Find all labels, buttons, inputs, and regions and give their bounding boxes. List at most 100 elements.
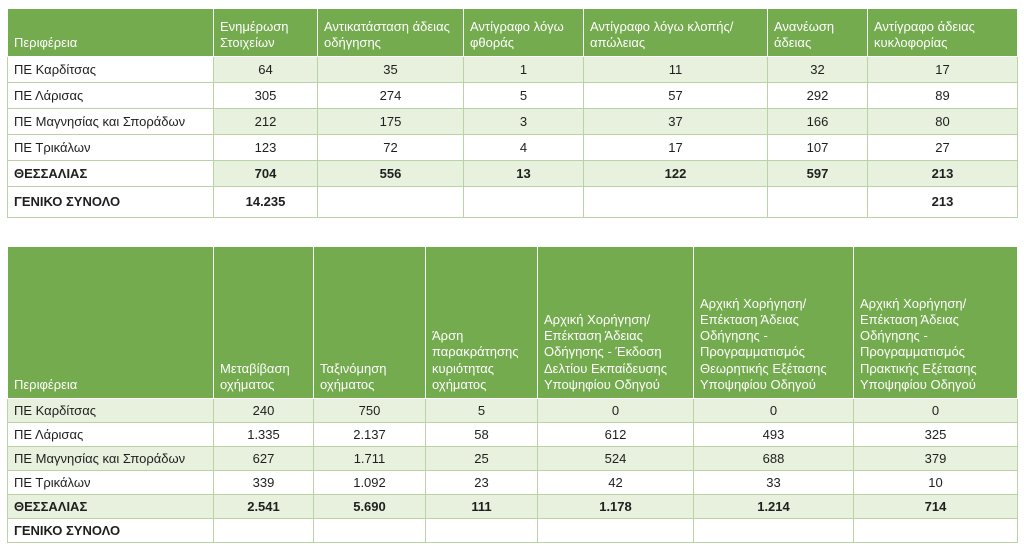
value-cell bbox=[463, 186, 584, 218]
value-cell: 274 bbox=[317, 82, 464, 109]
value-cell: 2.541 bbox=[213, 494, 314, 519]
region-cell: ΓΕΝΙΚΟ ΣΥΝΟΛΟ bbox=[7, 518, 214, 543]
value-cell: 714 bbox=[853, 494, 1018, 519]
column-header: Μεταβίβαση οχήματος bbox=[213, 246, 314, 399]
region-cell: ΠΕ Καρδίτσας bbox=[7, 398, 214, 423]
value-cell: 25 bbox=[425, 446, 538, 471]
value-cell: 1.335 bbox=[213, 422, 314, 447]
value-cell: 339 bbox=[213, 470, 314, 495]
value-cell bbox=[317, 186, 464, 218]
vehicle-and-driving-exam-table: Περιφέρεια Μεταβίβαση οχήματος Ταξινόμηση … bbox=[7, 246, 1018, 543]
region-column-header: Περιφέρεια bbox=[7, 8, 214, 57]
header-row: Περιφέρεια Μεταβίβαση οχήματος Ταξινόμηση … bbox=[7, 246, 1018, 399]
table-row: ΓΕΝΙΚΟ ΣΥΝΟΛΟ 14.235 213 bbox=[7, 186, 1018, 218]
value-cell: 5 bbox=[463, 82, 584, 109]
value-cell: 57 bbox=[583, 82, 768, 109]
value-cell: 212 bbox=[213, 108, 318, 135]
value-cell: 2.137 bbox=[313, 422, 426, 447]
value-cell: 556 bbox=[317, 160, 464, 187]
region-cell: ΠΕ Τρικάλων bbox=[7, 470, 214, 495]
value-cell: 750 bbox=[313, 398, 426, 423]
value-cell bbox=[213, 518, 314, 543]
column-header: Αντικατάσταση άδειας οδήγησης bbox=[317, 8, 464, 57]
region-cell: ΘΕΣΣΑΛΙΑΣ bbox=[7, 494, 214, 519]
value-cell: 37 bbox=[583, 108, 768, 135]
value-cell bbox=[313, 518, 426, 543]
value-cell: 305 bbox=[213, 82, 318, 109]
table-row: ΠΕ Μαγνησίας και Σποράδων 212 175 3 37 166 80 bbox=[7, 108, 1018, 135]
value-cell: 42 bbox=[537, 470, 694, 495]
value-cell bbox=[425, 518, 538, 543]
column-header: Άρση παρακράτησης κυριότητας οχήματος bbox=[425, 246, 538, 399]
value-cell: 33 bbox=[693, 470, 854, 495]
license-transactions-table: Περιφέρεια Ενημέρωση Στοιχείων Αντικατάστα… bbox=[7, 8, 1018, 218]
value-cell: 627 bbox=[213, 446, 314, 471]
column-header: Αντίγραφο λόγω κλοπής/απώλειας bbox=[583, 8, 768, 57]
column-header: Αρχική Χορήγηση/Επέκταση Άδειας Οδήγησης… bbox=[853, 246, 1018, 399]
value-cell: 0 bbox=[853, 398, 1018, 423]
value-cell: 704 bbox=[213, 160, 318, 187]
value-cell: 1.092 bbox=[313, 470, 426, 495]
region-column-header: Περιφέρεια bbox=[7, 246, 214, 399]
value-cell: 111 bbox=[425, 494, 538, 519]
value-cell: 1 bbox=[463, 56, 584, 83]
value-cell: 11 bbox=[583, 56, 768, 83]
value-cell: 240 bbox=[213, 398, 314, 423]
value-cell: 1.178 bbox=[537, 494, 694, 519]
value-cell: 4 bbox=[463, 134, 584, 161]
table-row: ΠΕ Μαγνησίας και Σποράδων 627 1.711 25 524 68… bbox=[7, 446, 1018, 471]
value-cell: 612 bbox=[537, 422, 694, 447]
value-cell: 58 bbox=[425, 422, 538, 447]
table-row: ΠΕ Λάρισας 1.335 2.137 58 612 493 325 bbox=[7, 422, 1018, 447]
column-header: Ανανέωση άδειας bbox=[767, 8, 868, 57]
region-cell: ΠΕ Μαγνησίας και Σποράδων bbox=[7, 446, 214, 471]
value-cell: 10 bbox=[853, 470, 1018, 495]
value-cell: 72 bbox=[317, 134, 464, 161]
value-cell: 1.711 bbox=[313, 446, 426, 471]
value-cell: 3 bbox=[463, 108, 584, 135]
table-row: ΠΕ Λάρισας 305 274 5 57 292 89 bbox=[7, 82, 1018, 109]
value-cell: 14.235 bbox=[213, 186, 318, 218]
region-cell: ΠΕ Λάρισας bbox=[7, 82, 214, 109]
value-cell bbox=[853, 518, 1018, 543]
column-header: Ενημέρωση Στοιχείων bbox=[213, 8, 318, 57]
region-cell: ΓΕΝΙΚΟ ΣΥΝΟΛΟ bbox=[7, 186, 214, 218]
region-cell: ΘΕΣΣΑΛΙΑΣ bbox=[7, 160, 214, 187]
region-cell: ΠΕ Καρδίτσας bbox=[7, 56, 214, 83]
table-row: ΠΕ Τρικάλων 123 72 4 17 107 27 bbox=[7, 134, 1018, 161]
table-row: ΠΕ Καρδίτσας 64 35 1 11 32 17 bbox=[7, 56, 1018, 83]
value-cell: 27 bbox=[867, 134, 1018, 161]
table-row: ΠΕ Τρικάλων 339 1.092 23 42 33 10 bbox=[7, 470, 1018, 495]
value-cell: 5.690 bbox=[313, 494, 426, 519]
value-cell: 524 bbox=[537, 446, 694, 471]
value-cell: 5 bbox=[425, 398, 538, 423]
value-cell: 1.214 bbox=[693, 494, 854, 519]
value-cell bbox=[537, 518, 694, 543]
value-cell: 64 bbox=[213, 56, 318, 83]
value-cell: 493 bbox=[693, 422, 854, 447]
value-cell: 166 bbox=[767, 108, 868, 135]
value-cell: 379 bbox=[853, 446, 1018, 471]
value-cell: 123 bbox=[213, 134, 318, 161]
value-cell: 32 bbox=[767, 56, 868, 83]
value-cell: 292 bbox=[767, 82, 868, 109]
table-row: ΠΕ Καρδίτσας 240 750 5 0 0 0 bbox=[7, 398, 1018, 423]
value-cell: 17 bbox=[867, 56, 1018, 83]
value-cell: 23 bbox=[425, 470, 538, 495]
value-cell bbox=[693, 518, 854, 543]
value-cell: 13 bbox=[463, 160, 584, 187]
value-cell: 107 bbox=[767, 134, 868, 161]
value-cell: 89 bbox=[867, 82, 1018, 109]
column-header: Ταξινόμηση οχήματος bbox=[313, 246, 426, 399]
value-cell: 0 bbox=[537, 398, 694, 423]
value-cell: 213 bbox=[867, 186, 1018, 218]
column-header: Αρχική Χορήγηση/Επέκταση Άδειας Οδήγησης… bbox=[693, 246, 854, 399]
column-header: Αντίγραφο άδειας κυκλοφορίας bbox=[867, 8, 1018, 57]
region-cell: ΠΕ Λάρισας bbox=[7, 422, 214, 447]
value-cell: 688 bbox=[693, 446, 854, 471]
value-cell bbox=[583, 186, 768, 218]
value-cell: 597 bbox=[767, 160, 868, 187]
value-cell: 0 bbox=[693, 398, 854, 423]
table-row: ΘΕΣΣΑΛΙΑΣ 704 556 13 122 597 213 bbox=[7, 160, 1018, 187]
